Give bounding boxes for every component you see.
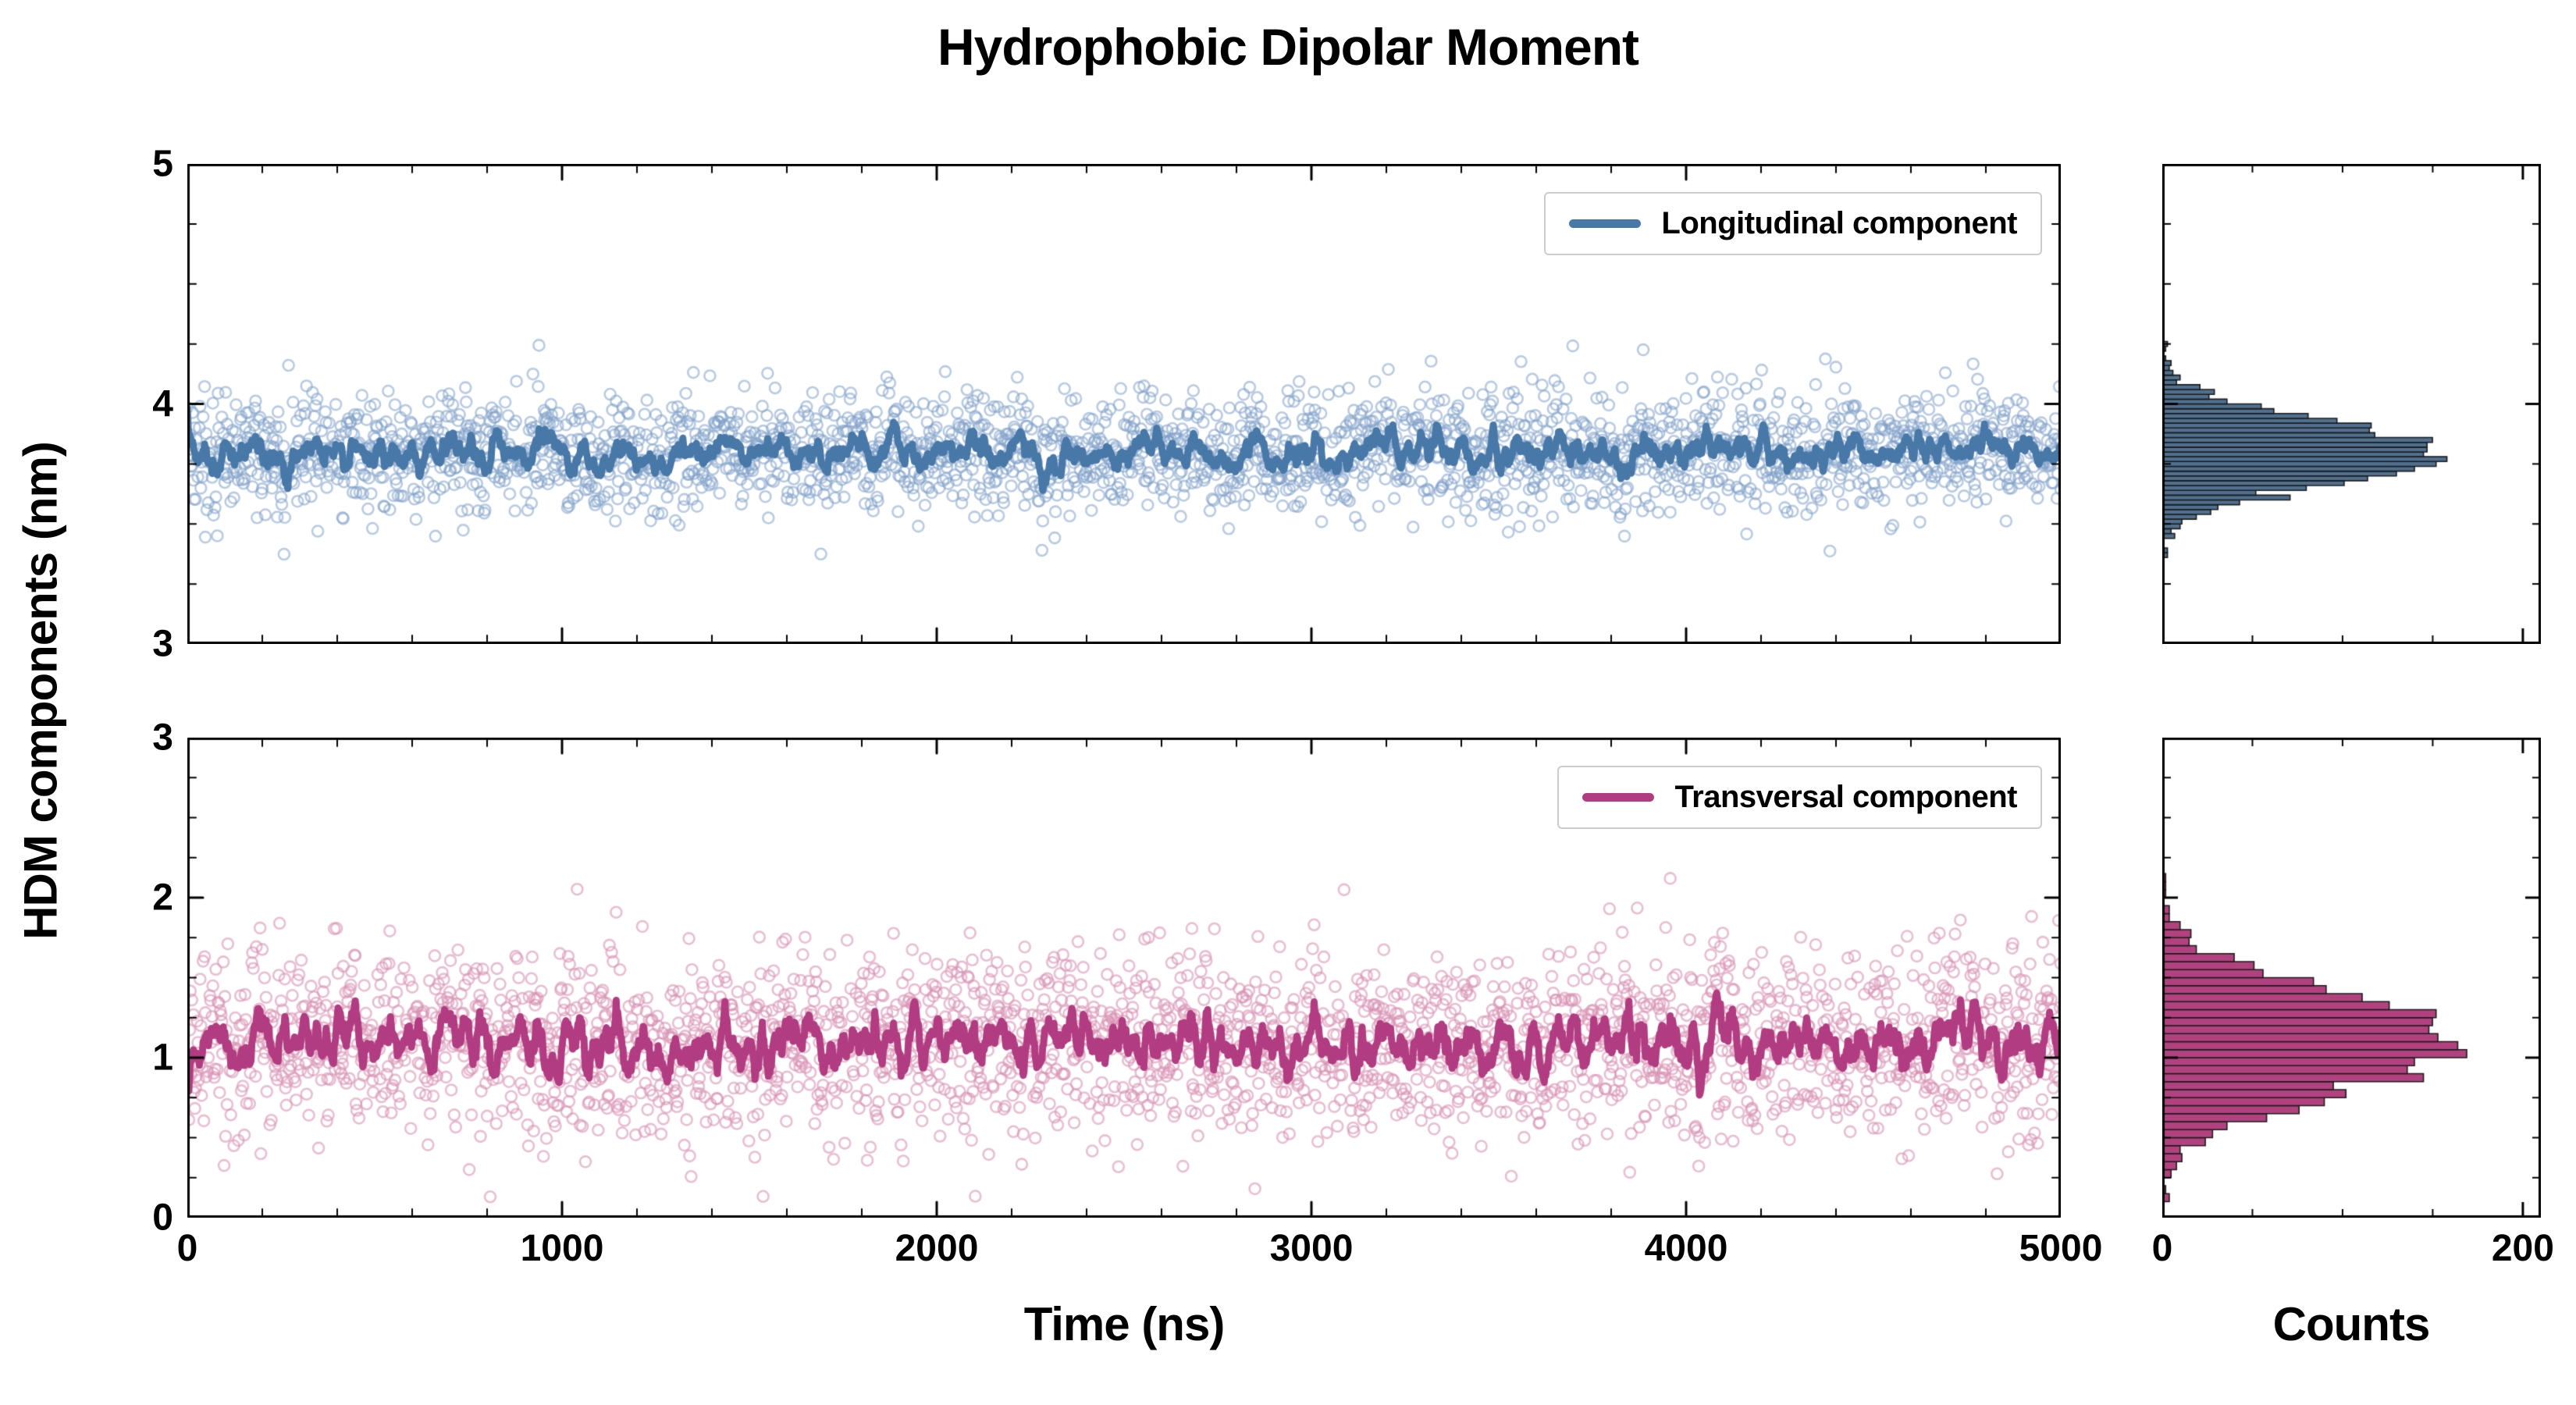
x-axis-label-time: Time (ns) [1023, 1298, 1226, 1350]
x-tick-label: 3000 [1269, 1228, 1354, 1269]
y-axis-label: HDM components (nm) [14, 442, 67, 940]
y-tick-label: 2 [152, 877, 173, 919]
y-tick-label: 3 [152, 623, 173, 665]
chart-title: Hydrophobic Dipolar Moment [938, 18, 1639, 76]
x-tick-label: 0 [2151, 1228, 2173, 1269]
panel-transversal-timeseries: Transversal component 0 1000 2000 3000 4000 5… [152, 717, 2102, 1270]
x-tick-label: 1000 [520, 1228, 604, 1269]
y-tick-label: 1 [152, 1037, 173, 1079]
y-tick-label: 0 [152, 1197, 173, 1239]
panel-longitudinal-timeseries: Longitudinal component 3 4 5 [152, 144, 2061, 665]
x-tick-label: 0 [176, 1228, 198, 1269]
x-tick-label: 200 [2491, 1228, 2554, 1269]
legend-label-longitudinal: Longitudinal component [1661, 206, 2017, 240]
y-tick-label: 5 [152, 143, 173, 185]
legend-longitudinal: Longitudinal component [1544, 192, 2042, 255]
longitudinal-histogram-canvas [2162, 164, 2541, 644]
transversal-histogram-canvas [2162, 738, 2541, 1218]
y-tick-label: 3 [152, 717, 173, 759]
x-axis-label-counts: Counts [2272, 1298, 2431, 1350]
legend-line-swatch-longitudinal [1569, 219, 1642, 228]
x-tick-label: 5000 [2019, 1228, 2103, 1269]
x-tick-label: 4000 [1644, 1228, 1728, 1269]
panel-transversal-histogram: 0 200 [2152, 738, 2554, 1269]
y-tick-label: 4 [152, 383, 173, 425]
panel-longitudinal-histogram [2162, 164, 2541, 644]
legend-line-swatch-transversal [1582, 793, 1655, 802]
x-tick-label: 2000 [895, 1228, 979, 1269]
legend-label-transversal: Transversal component [1674, 780, 2017, 814]
legend-transversal: Transversal component [1557, 766, 2042, 829]
